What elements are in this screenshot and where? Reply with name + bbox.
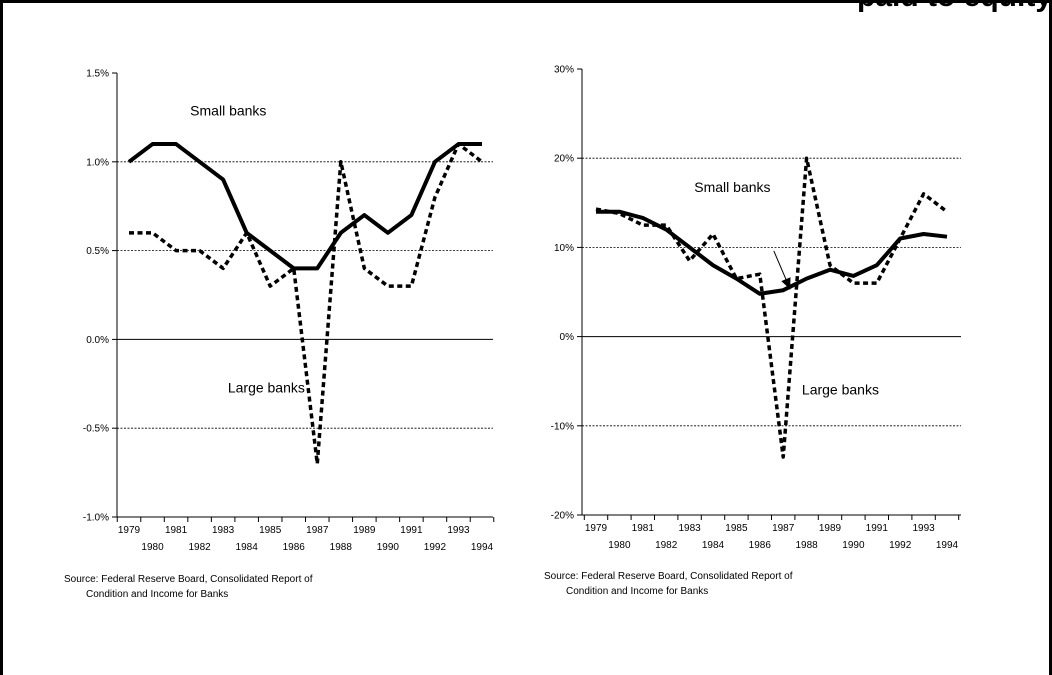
x-tick-label: 1988 [795, 540, 818, 551]
large-banks-series-line [129, 142, 484, 466]
y-tick-label: 10% [554, 243, 574, 254]
x-tick-label: 1982 [655, 540, 678, 551]
x-tick-label: 1990 [842, 540, 865, 551]
y-tick-label: 0% [560, 332, 575, 343]
x-tick-label: 1987 [772, 523, 795, 534]
y-tick-label: 1.5% [86, 69, 109, 80]
x-tick-label: 1990 [377, 542, 400, 553]
chart-left-return-on-assets: -1.0%-0.5%0.0%0.5%1.0%1.5%1979 1981 1983 19… [83, 69, 495, 553]
source-note-line2: Condition and Income for Banks [566, 586, 709, 597]
y-tick-label: 30% [554, 65, 574, 76]
x-tick-label: 1981 [632, 523, 655, 534]
y-tick-label: 1.0% [86, 157, 109, 168]
x-tick-label: 1981 [165, 525, 188, 536]
source-note-line2: Condition and Income for Banks [86, 589, 229, 600]
y-tick-label: -20% [551, 511, 574, 522]
y-tick-label: 0.0% [86, 335, 109, 346]
x-tick-label: 1991 [400, 525, 423, 536]
series-label: Small banks [694, 179, 770, 195]
series-label: Large banks [228, 380, 305, 396]
source-note-line1: Source: Federal Reserve Board, Consolida… [544, 571, 793, 582]
series-label: Small banks [190, 103, 266, 119]
x-tick-label: 1980 [608, 540, 631, 551]
cut-off-title: paid to equity [857, 0, 1052, 12]
x-tick-label: 1986 [283, 542, 306, 553]
y-tick-label: 0.5% [86, 246, 109, 257]
x-tick-label: 1985 [259, 525, 282, 536]
series-label: Large banks [802, 382, 879, 398]
x-tick-label: 1984 [702, 540, 725, 551]
top-border [0, 0, 1052, 3]
x-tick-label: 1992 [889, 540, 912, 551]
x-tick-label: 1986 [749, 540, 772, 551]
x-tick-label: 1988 [330, 542, 353, 553]
source-note-right: Source: Federal Reserve Board, Consolida… [544, 569, 792, 599]
x-tick-label: 1991 [866, 523, 889, 534]
source-note-left: Source: Federal Reserve Board, Consolida… [64, 572, 312, 602]
source-note-line1: Source: Federal Reserve Board, Consolida… [64, 574, 313, 585]
x-tick-label: 1992 [424, 542, 447, 553]
x-tick-label: 1989 [819, 523, 842, 534]
x-tick-label: 1979 [585, 523, 608, 534]
x-tick-label: 1987 [306, 525, 329, 536]
y-tick-label: -1.0% [83, 513, 109, 524]
left-border [0, 0, 3, 675]
x-tick-label: 1979 [118, 525, 141, 536]
x-tick-label: 1989 [353, 525, 376, 536]
x-tick-label: 1994 [936, 540, 959, 551]
small-banks-series-line [127, 142, 482, 271]
x-tick-label: 1980 [141, 542, 164, 553]
x-tick-label: 1993 [912, 523, 935, 534]
y-tick-label: -0.5% [83, 424, 109, 435]
x-tick-label: 1983 [212, 525, 235, 536]
y-tick-label: -10% [551, 421, 574, 432]
x-tick-label: 1984 [236, 542, 259, 553]
annotation-arrow-head [781, 277, 791, 290]
x-tick-label: 1983 [678, 523, 701, 534]
x-tick-label: 1994 [471, 542, 494, 553]
large-banks-series-line [595, 156, 949, 459]
x-tick-label: 1982 [188, 542, 211, 553]
x-tick-label: 1985 [725, 523, 748, 534]
y-tick-label: 20% [554, 154, 574, 165]
x-tick-label: 1993 [447, 525, 470, 536]
right-border [1049, 0, 1052, 675]
